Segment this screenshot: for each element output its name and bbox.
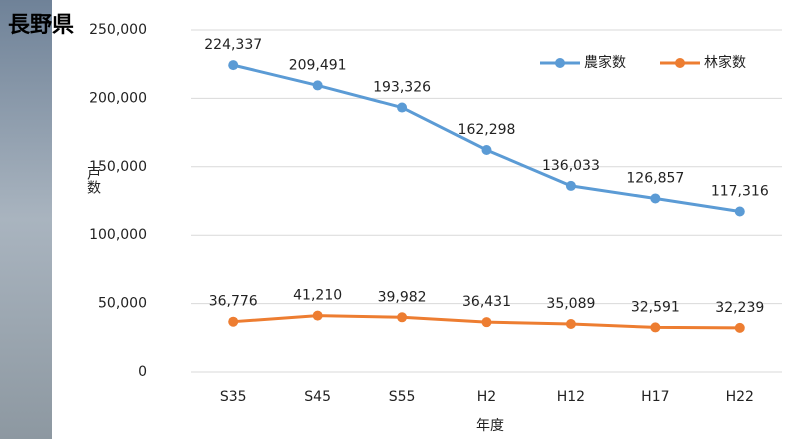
y-tick-label: 200,000: [89, 90, 147, 106]
data-point: [228, 60, 239, 71]
data-label: 36,431: [462, 294, 511, 310]
data-point: [397, 102, 408, 113]
chart-title: 長野県: [8, 13, 74, 38]
x-tick-label: S55: [389, 389, 416, 405]
data-label: 35,089: [546, 296, 595, 312]
data-point: [312, 80, 323, 91]
data-label: 224,337: [204, 37, 262, 53]
data-point: [312, 310, 323, 321]
data-label: 162,298: [458, 122, 516, 138]
data-point: [650, 322, 661, 333]
data-point: [481, 144, 492, 155]
x-tick-label: H22: [726, 389, 754, 405]
data-label: 41,210: [293, 288, 342, 304]
data-label: 117,316: [711, 184, 769, 200]
y-tick-label: 100,000: [89, 227, 147, 243]
data-point: [650, 193, 661, 204]
data-label: 193,326: [373, 80, 431, 96]
data-point: [481, 317, 492, 328]
x-tick-label: H17: [641, 389, 669, 405]
data-point: [228, 316, 239, 327]
legend-marker: [555, 58, 565, 68]
data-label: 126,857: [626, 170, 684, 186]
y-tick-label: 150,000: [89, 159, 147, 175]
y-tick-label: 50,000: [98, 296, 147, 312]
x-axis-title: 年度: [476, 418, 504, 434]
x-tick-label: H2: [477, 389, 496, 405]
legend-marker: [675, 58, 685, 68]
legend-label: 林家数: [704, 54, 746, 71]
data-point: [565, 318, 576, 329]
data-point: [734, 206, 745, 217]
x-tick-label: S45: [304, 389, 331, 405]
data-label: 39,982: [378, 289, 427, 305]
plot-background: [52, 0, 798, 439]
data-point: [397, 312, 408, 323]
y-tick-label: 250,000: [89, 22, 147, 38]
y-axis-title: 戸数: [85, 166, 101, 194]
x-tick-label: S35: [220, 389, 247, 405]
x-tick-label: H12: [557, 389, 585, 405]
data-label: 32,239: [715, 300, 764, 316]
y-tick-label: 0: [138, 364, 147, 380]
data-label: 32,591: [631, 299, 680, 315]
legend-label: 農家数: [584, 54, 626, 71]
data-label: 36,776: [209, 294, 258, 310]
data-point: [734, 322, 745, 333]
data-label: 209,491: [289, 57, 347, 73]
data-label: 136,033: [542, 158, 600, 174]
data-point: [565, 180, 576, 191]
